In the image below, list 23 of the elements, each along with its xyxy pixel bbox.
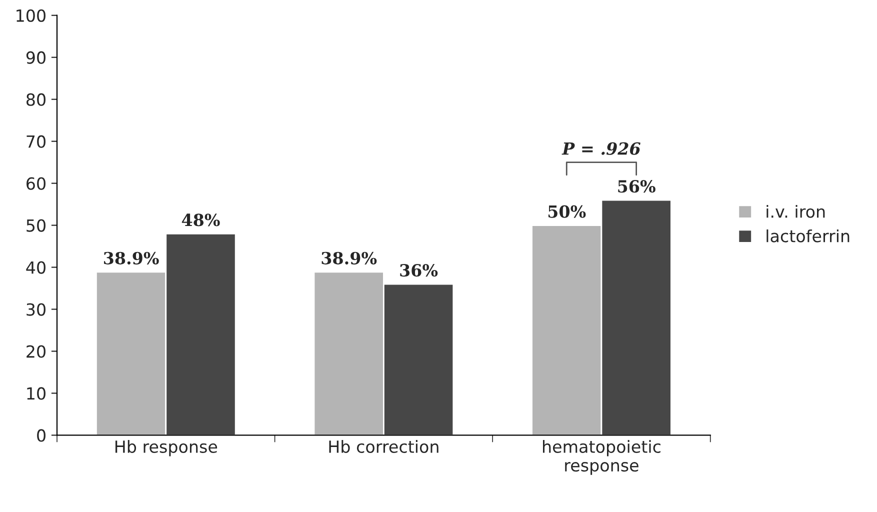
y-tick-label: 0	[37, 429, 46, 442]
x-tick-label: hematopoietic response	[542, 440, 660, 475]
data-label: 38.9%	[322, 252, 377, 264]
data-label: 50%	[548, 205, 586, 218]
y-tick-label: 90	[26, 51, 46, 64]
data-label: 36%	[400, 264, 438, 277]
x-tick-label: Hb correction	[329, 440, 438, 453]
data-label: 48%	[182, 214, 220, 226]
y-tick-label: 10	[27, 387, 46, 400]
data-label: 38.9%	[104, 252, 159, 264]
y-tick-label: 60	[26, 177, 46, 190]
x-tick-label: Hb response	[115, 440, 218, 456]
legend-label: lactoferrin	[766, 229, 850, 242]
y-tick-label: 70	[26, 135, 46, 148]
legend-label: i.v. iron	[766, 204, 825, 218]
y-tick-label: 40	[26, 261, 46, 274]
y-tick-label: 20	[26, 345, 46, 358]
data-label: 56%	[618, 180, 656, 193]
y-tick-label: 30	[26, 303, 46, 316]
y-tick-label: 50	[26, 219, 46, 232]
y-tick-label: 100	[16, 9, 46, 22]
y-tick-label: 80	[26, 93, 46, 106]
annotation: P = .926	[562, 142, 640, 155]
